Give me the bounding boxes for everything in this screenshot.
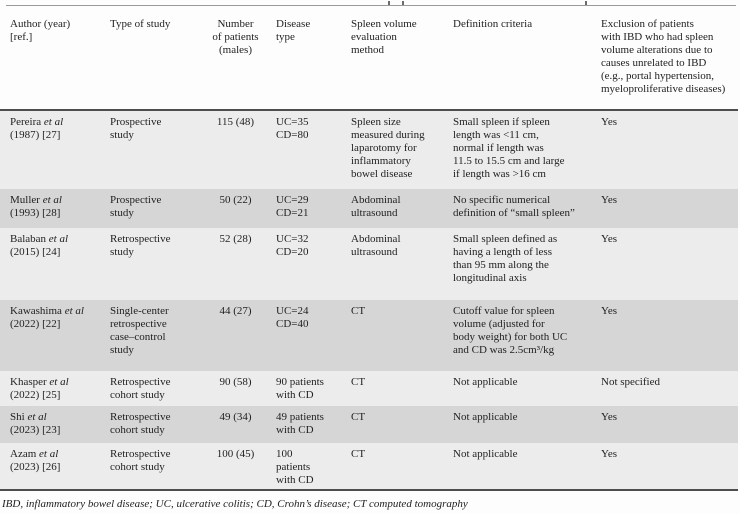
- author-cell: Balaban et al (2015) [24]: [10, 228, 110, 300]
- author-ref: (1987) [27]: [10, 129, 61, 141]
- definition-cell: Not applicable: [453, 411, 518, 423]
- header-patients: Number of patients (males): [212, 18, 259, 56]
- patients-cell: 44 (27): [219, 305, 252, 317]
- author-ref: (2023) [23]: [10, 424, 61, 436]
- caption-descender-mark: [388, 1, 390, 5]
- table-row: Khasper et al (2022) [25] Retrospective c…: [0, 371, 738, 406]
- table-footnote: IBD, inflammatory bowel disease; UC, ulc…: [2, 498, 468, 510]
- top-rule: [6, 5, 736, 6]
- study-type-cell: Retrospective cohort study: [110, 411, 171, 436]
- author-cell: Khasper et al (2022) [25]: [10, 371, 110, 406]
- table-row: Kawashima et al (2022) [22] Single-center…: [0, 300, 738, 371]
- header-study-type: Type of study: [110, 18, 171, 30]
- caption-descender-mark: [402, 1, 404, 5]
- author-ref: (1993) [28]: [10, 207, 61, 219]
- disease-cell: UC=35 CD=80: [276, 116, 309, 141]
- exclusion-cell: Yes: [601, 448, 618, 460]
- cropped-caption-remnant: [0, 0, 740, 8]
- author-ref: (2023) [26]: [10, 461, 61, 473]
- caption-descender-mark: [585, 1, 587, 5]
- definition-cell: Cutoff value for spleen volume (adjusted…: [453, 305, 568, 356]
- disease-cell: 49 patients with CD: [276, 411, 324, 436]
- study-type-cell: Prospective study: [110, 116, 162, 141]
- definition-cell: Small spleen defined as having a length …: [453, 233, 558, 284]
- author-cell: Shi et al (2023) [23]: [10, 406, 110, 443]
- header-author: Author (year) [ref.]: [10, 18, 71, 43]
- exclusion-cell: Yes: [601, 116, 618, 128]
- author-name: Azam: [10, 448, 37, 460]
- patients-cell: 52 (28): [219, 233, 252, 245]
- author-name: Kawashima: [10, 305, 62, 317]
- author-etal: et al: [64, 305, 84, 317]
- author-etal: et al: [43, 116, 64, 128]
- table-row: Balaban et al (2015) [24] Retrospective s…: [0, 228, 738, 300]
- patients-cell: 115 (48): [216, 116, 255, 128]
- studies-table: Author (year) [ref.] Type of study Numbe…: [0, 8, 738, 491]
- disease-cell: 90 patients with CD: [276, 376, 324, 401]
- author-ref: (2015) [24]: [10, 246, 61, 258]
- table-row: Azam et al (2023) [26] Retrospective coho…: [0, 443, 738, 491]
- method-cell: CT: [351, 448, 366, 460]
- definition-cell: No specific numerical definition of “sma…: [453, 194, 575, 219]
- author-etal: et al: [39, 448, 59, 460]
- header-evaluation-method: Spleen volume evaluation method: [351, 18, 417, 56]
- header-definition-criteria: Definition criteria: [453, 18, 533, 30]
- exclusion-cell: Yes: [601, 233, 618, 245]
- author-ref: (2022) [25]: [10, 389, 61, 401]
- author-cell: Kawashima et al (2022) [22]: [10, 300, 110, 371]
- author-etal: et al: [42, 194, 62, 206]
- header-disease-type: Disease type: [276, 18, 311, 43]
- definition-cell: Not applicable: [453, 448, 518, 460]
- exclusion-cell: Yes: [601, 194, 618, 206]
- patients-cell: 50 (22): [219, 194, 252, 206]
- patients-cell: 49 (34): [219, 411, 252, 423]
- table-row: Shi et al (2023) [23] Retrospective cohor…: [0, 406, 738, 443]
- method-cell: Abdominal ultrasound: [351, 194, 401, 219]
- study-type-cell: Retrospective cohort study: [110, 376, 171, 401]
- table-row: Muller et al (1993) [28] Prospective stud…: [0, 189, 738, 228]
- author-name: Shi: [10, 411, 25, 423]
- disease-cell: UC=29 CD=21: [276, 194, 309, 219]
- exclusion-cell: Yes: [601, 305, 618, 317]
- study-type-cell: Retrospective cohort study: [110, 448, 171, 473]
- method-cell: Spleen size measured during laparotomy f…: [351, 116, 425, 180]
- author-name: Pereira: [10, 116, 42, 128]
- method-cell: Abdominal ultrasound: [351, 233, 401, 258]
- author-etal: et al: [27, 411, 47, 423]
- author-cell: Azam et al (2023) [26]: [10, 443, 110, 489]
- study-type-cell: Prospective study: [110, 194, 162, 219]
- author-ref: (2022) [22]: [10, 318, 61, 330]
- disease-cell: UC=32 CD=20: [276, 233, 309, 258]
- definition-cell: Small spleen if spleen length was <11 cm…: [453, 116, 565, 180]
- header-exclusion: Exclusion of patients with IBD who had s…: [601, 18, 726, 95]
- author-cell: Muller et al (1993) [28]: [10, 189, 110, 228]
- method-cell: CT: [351, 376, 366, 388]
- author-name: Balaban: [10, 233, 47, 245]
- author-etal: et al: [48, 233, 69, 245]
- author-name: Muller: [10, 194, 40, 206]
- study-type-cell: Single-center retrospective case–control…: [110, 305, 169, 356]
- disease-cell: 100 patients with CD: [276, 448, 314, 486]
- exclusion-cell: Not specified: [601, 376, 660, 388]
- exclusion-cell: Yes: [601, 411, 618, 423]
- method-cell: CT: [351, 305, 366, 317]
- author-etal: et al: [49, 376, 69, 388]
- method-cell: CT: [351, 411, 366, 423]
- table-row: Pereira et al (1987) [27] Prospective stu…: [0, 111, 738, 189]
- table-header-row: Author (year) [ref.] Type of study Numbe…: [0, 8, 738, 111]
- author-cell: Pereira et al (1987) [27]: [10, 111, 110, 189]
- disease-cell: UC=24 CD=40: [276, 305, 309, 330]
- definition-cell: Not applicable: [453, 376, 518, 388]
- patients-cell: 100 (45): [216, 448, 255, 460]
- patients-cell: 90 (58): [219, 376, 252, 388]
- author-name: Khasper: [10, 376, 47, 388]
- study-type-cell: Retrospective study: [110, 233, 171, 258]
